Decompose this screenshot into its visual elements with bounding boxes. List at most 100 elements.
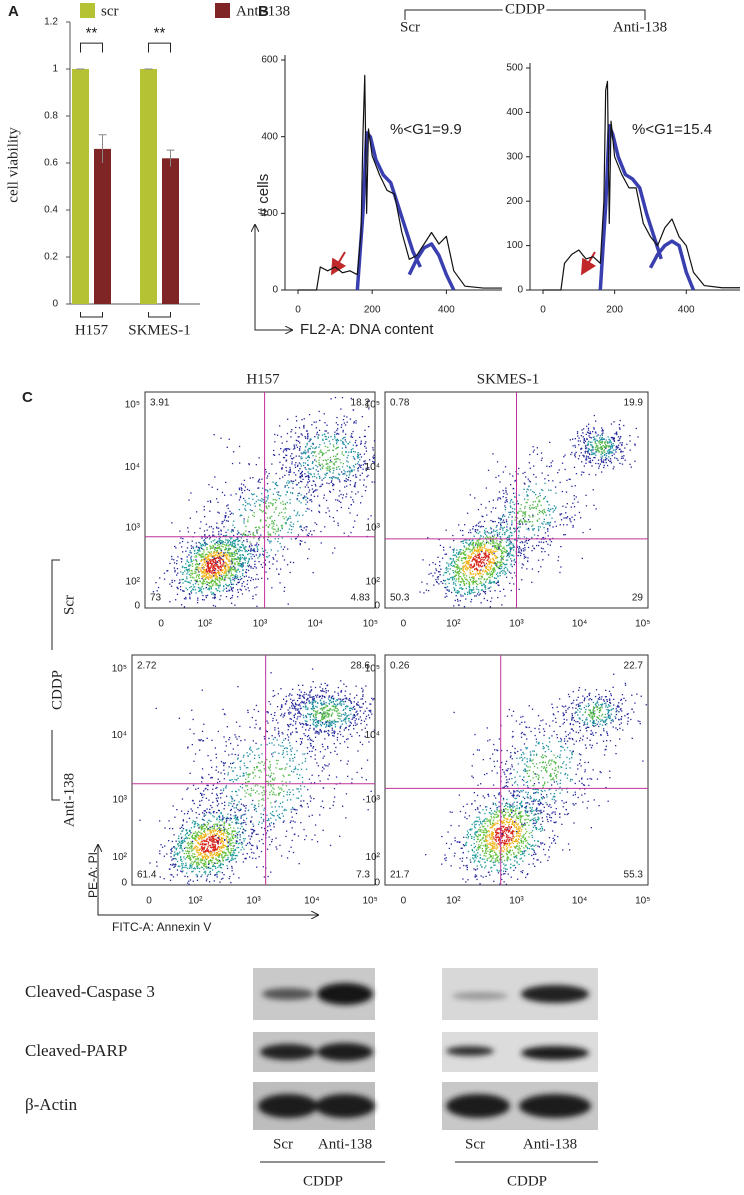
event-dot: [222, 843, 224, 845]
event-dot: [457, 566, 459, 568]
event-dot: [523, 536, 525, 538]
event-dot: [425, 589, 428, 591]
event-dot: [297, 436, 299, 438]
event-dot: [179, 841, 181, 844]
event-dot: [581, 447, 583, 449]
event-dot: [348, 507, 350, 509]
event-dot: [215, 573, 218, 575]
event-dot: [471, 570, 474, 572]
event-dot: [180, 537, 182, 539]
event-dot: [477, 508, 480, 511]
event-dot: [296, 498, 298, 500]
event-dot: [450, 577, 452, 579]
event-dot: [194, 831, 197, 833]
event-dot: [241, 843, 243, 846]
event-dot: [248, 463, 250, 466]
event-dot: [230, 542, 232, 544]
event-dot: [267, 498, 269, 500]
event-dot: [499, 555, 502, 557]
event-dot: [465, 556, 467, 558]
event-dot: [193, 552, 196, 555]
event-dot: [217, 853, 219, 855]
fit-curve: [407, 242, 456, 291]
event-dot: [185, 580, 187, 582]
event-dot: [179, 847, 181, 849]
event-dot: [171, 555, 173, 558]
event-dot: [355, 420, 357, 422]
event-dot: [329, 477, 331, 479]
event-dot: [546, 500, 548, 502]
event-dot: [283, 518, 285, 520]
event-dot: [528, 485, 530, 487]
event-dot: [524, 516, 526, 518]
event-dot: [513, 572, 516, 574]
event-dot: [442, 582, 444, 584]
event-dot: [233, 547, 235, 549]
event-dot: [471, 540, 473, 542]
event-dot: [624, 447, 626, 449]
event-dot: [586, 459, 588, 461]
event-dot: [282, 500, 284, 503]
event-dot: [326, 469, 328, 471]
event-dot: [307, 456, 309, 458]
event-dot: [177, 843, 179, 846]
event-dot: [264, 489, 267, 491]
event-dot: [559, 514, 561, 516]
event-dot: [272, 525, 274, 527]
y-tick-label: 0.2: [44, 252, 58, 263]
event-dot: [459, 584, 461, 586]
event-dot: [340, 493, 342, 496]
event-dot: [478, 557, 480, 559]
event-dot: [606, 445, 608, 447]
event-dot: [315, 455, 317, 457]
event-dot: [262, 813, 265, 816]
event-dot: [233, 580, 236, 582]
event-dot: [208, 553, 211, 555]
event-dot: [591, 445, 593, 447]
event-dot: [464, 550, 466, 553]
event-dot: [211, 837, 213, 839]
event-dot: [527, 557, 529, 559]
event-dot: [261, 498, 263, 500]
event-dot: [188, 853, 190, 855]
annotation: %<G1=9.9: [390, 121, 462, 138]
event-dot: [210, 586, 212, 588]
event-dot: [231, 554, 233, 556]
event-dot: [452, 559, 454, 561]
event-dot: [216, 876, 218, 878]
event-dot: [259, 508, 261, 511]
event-dot: [287, 603, 289, 605]
event-dot: [338, 474, 341, 476]
event-dot: [520, 504, 522, 506]
event-dot: [217, 511, 219, 513]
event-dot: [477, 563, 480, 565]
event-dot: [232, 858, 234, 860]
event-dot: [605, 461, 607, 464]
event-dot: [604, 446, 606, 448]
event-dot: [219, 582, 221, 584]
event-dot: [335, 499, 337, 501]
event-dot: [177, 587, 179, 590]
event-dot: [443, 549, 445, 551]
event-dot: [266, 500, 268, 502]
event-dot: [278, 494, 280, 497]
event-dot: [208, 578, 210, 581]
event-dot: [236, 577, 238, 579]
event-dot: [233, 558, 235, 560]
event-dot: [486, 573, 488, 575]
event-dot: [517, 548, 520, 550]
event-dot: [490, 600, 492, 603]
event-dot: [258, 527, 261, 529]
event-dot: [566, 516, 569, 518]
event-dot: [195, 845, 198, 848]
event-dot: [211, 563, 213, 565]
event-dot: [198, 571, 200, 573]
event-dot: [281, 467, 283, 469]
event-dot: [239, 462, 241, 464]
event-dot: [187, 581, 190, 583]
event-dot: [237, 589, 239, 591]
event-dot: [566, 503, 568, 505]
event-dot: [318, 461, 320, 464]
event-dot: [621, 444, 623, 447]
event-dot: [256, 550, 259, 552]
